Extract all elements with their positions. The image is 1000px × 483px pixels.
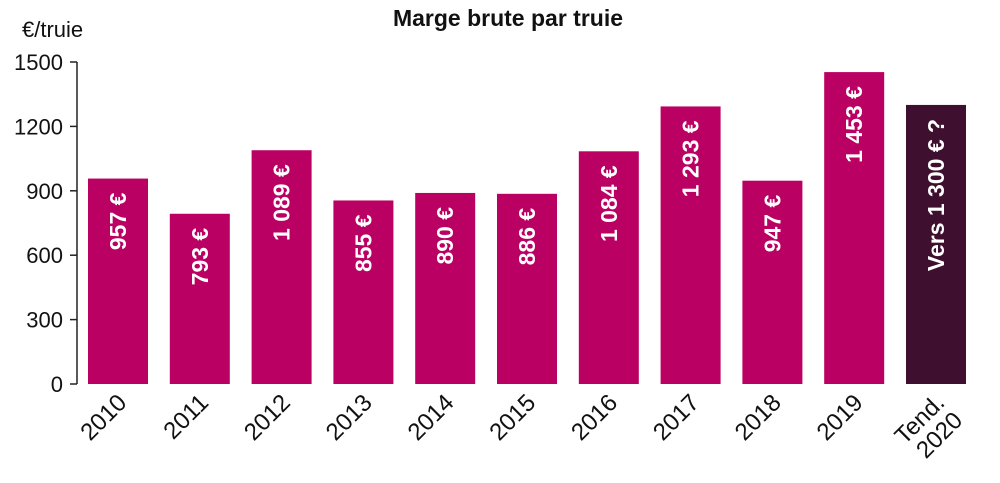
x-tick-label: 2010 [75, 389, 132, 446]
bar-2019 [824, 72, 885, 385]
x-tick-label: 2014 [403, 389, 460, 446]
y-axis-label: €/truie [22, 17, 83, 42]
x-tick-label: 2017 [648, 389, 705, 446]
y-tick-label: 600 [26, 243, 63, 268]
x-tick-label: Tend.2020 [890, 389, 968, 467]
bar-2015 [497, 193, 557, 384]
bars [88, 72, 966, 385]
x-tick-label: 2011 [158, 389, 214, 445]
bar-2012 [251, 150, 312, 384]
x-tick-labels: 2010 2011 2012 2013 2014 2015 2016 2017 2018 2019… [75, 389, 968, 467]
y-tick-label: 1200 [14, 114, 63, 139]
bar-2011 [169, 213, 230, 384]
bar-value-label: 1 089 € [269, 164, 295, 241]
y-tick-label: 1500 [14, 50, 63, 75]
bar-value-label: 1 293 € [678, 120, 704, 197]
bar-2016 [578, 151, 639, 384]
bar-labels: 957 € 793 € 1 089 € 855 € 890 € 886 € 1 084 € 1… [105, 86, 949, 285]
y-tick-label: 0 [51, 372, 63, 397]
x-tick-label: 2019 [812, 389, 869, 446]
x-tick-label: 2015 [484, 389, 541, 446]
bar-value-label: Vers 1 300 € ? [923, 119, 949, 271]
x-tick-label: 2012 [239, 389, 296, 446]
bar-value-label: 886 € [514, 208, 540, 266]
y-tick-label: 300 [26, 308, 63, 333]
x-tick-label: 2018 [730, 389, 787, 446]
bar-value-label: 947 € [759, 195, 785, 253]
axes: 0 300 600 900 1200 1500 [14, 50, 78, 397]
bar-2018 [742, 180, 803, 384]
bar-2017 [660, 106, 721, 384]
bar-value-label: 793 € [187, 228, 213, 286]
bar-2013 [333, 200, 394, 384]
x-tick-label: 2016 [566, 389, 623, 446]
bar-value-label: 1 084 € [596, 165, 622, 242]
bar-2010 [88, 178, 148, 384]
y-tick-label: 900 [26, 179, 63, 204]
chart-title: Marge brute par truie [393, 5, 623, 31]
x-tick-label: 2013 [321, 389, 378, 446]
bar-value-label: 957 € [105, 192, 131, 250]
bar-trend-2020 [906, 104, 966, 384]
bar-2014 [415, 192, 476, 384]
bar-value-label: 855 € [350, 214, 376, 272]
bar-value-label: 890 € [432, 207, 458, 265]
bar-value-label: 1 453 € [841, 86, 867, 163]
